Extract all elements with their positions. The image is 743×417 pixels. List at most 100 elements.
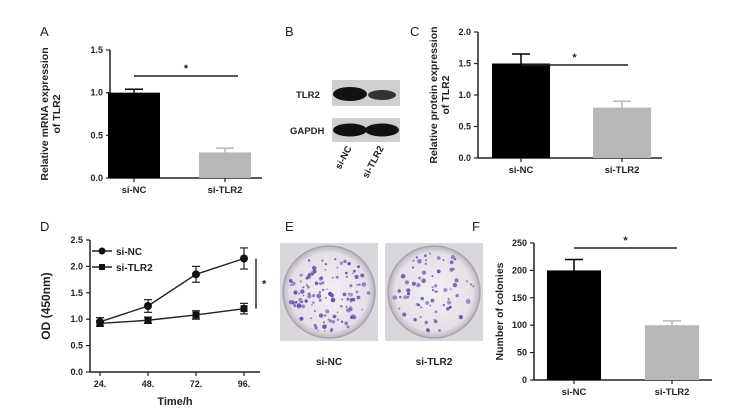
- category-label: si-NC: [122, 185, 147, 196]
- y-tick-label: 0.5: [70, 341, 83, 351]
- bar-si-NC: [108, 92, 160, 178]
- colony-dot: [313, 323, 317, 327]
- colony-dot: [419, 316, 422, 319]
- colony-dot: [324, 330, 326, 332]
- legend-marker: [98, 247, 106, 255]
- colony-dot: [424, 262, 427, 265]
- y-tick-label: 0.0: [90, 173, 103, 183]
- colony-dot: [341, 298, 344, 301]
- colony-dot: [350, 298, 353, 301]
- colony-dot: [415, 302, 419, 307]
- colony-dot: [406, 288, 411, 293]
- colony-dot: [343, 259, 347, 263]
- x-tick-label: 72.: [190, 379, 203, 389]
- y-tick-label: 1.0: [90, 88, 103, 98]
- data-point-si-NC: [144, 302, 152, 310]
- colony-dot: [429, 304, 432, 307]
- colony-dot: [330, 329, 333, 333]
- x-tick-label: 96.: [238, 379, 251, 389]
- chart-d-od-growth-curve: 0.0 0.5 1.0 1.5 2.0 2.5 24. 48. 72. 96. si-NC si-TL…: [39, 235, 267, 408]
- colony-dot: [321, 259, 324, 262]
- colony-dot: [351, 272, 354, 275]
- colony-dot: [430, 298, 435, 303]
- dish-label-si-nc: si-NC: [316, 357, 342, 368]
- colony-dot: [289, 279, 293, 283]
- colony-dot: [331, 297, 334, 300]
- x-axis-label: Time/h: [157, 396, 193, 408]
- colony-dot: [316, 293, 322, 299]
- colony-dot: [327, 318, 330, 321]
- colony-dot: [299, 316, 304, 321]
- colony-dot: [301, 304, 305, 309]
- colony-dot: [300, 301, 303, 304]
- western-blot: TLR2 GAPDH si-NC si-TLR2: [290, 80, 400, 180]
- colony-dot: [455, 293, 459, 298]
- dish-label-si-tlr2: si-TLR2: [416, 357, 453, 368]
- colony-dot: [399, 296, 402, 299]
- y-tick-label: 1.0: [458, 90, 471, 100]
- colony-dot: [335, 275, 339, 279]
- y-tick-label: 50: [517, 348, 527, 358]
- colony-dot: [324, 268, 327, 271]
- category-label: si-TLR2: [208, 185, 243, 196]
- colony-dot: [302, 286, 305, 289]
- colony-dot: [314, 281, 319, 286]
- colony-dot: [431, 286, 434, 289]
- data-point-si-TLR2: [240, 305, 248, 313]
- bar-si-TLR2: [199, 152, 251, 178]
- colony-dot: [293, 290, 298, 295]
- blot-lane-si-nc: si-NC: [333, 144, 354, 171]
- y-tick-label: 0.5: [90, 130, 103, 140]
- legend-label: si-TLR2: [116, 263, 153, 274]
- colony-dot: [355, 290, 359, 294]
- colony-dot: [304, 299, 308, 303]
- colony-dot: [318, 291, 322, 294]
- colony-dot: [406, 295, 410, 299]
- colony-dot: [429, 252, 431, 255]
- colony-dot: [406, 292, 411, 296]
- colony-dot: [355, 283, 358, 286]
- colony-dot: [417, 259, 422, 264]
- data-point-si-NC: [192, 270, 200, 279]
- colony-dot: [434, 310, 438, 314]
- colony-dot: [398, 307, 401, 310]
- colony-dot: [412, 259, 415, 262]
- colony-dot: [353, 269, 356, 273]
- blot-lane-si-tlr2: si-TLR2: [361, 144, 387, 180]
- colony-dot: [458, 315, 463, 320]
- colony-dot: [299, 273, 303, 277]
- significance-star: *: [184, 63, 189, 75]
- colony-dot: [298, 292, 301, 295]
- blot-label-tlr2: TLR2: [296, 90, 320, 101]
- colony-dot: [424, 320, 428, 325]
- colony-dot: [422, 280, 424, 283]
- colony-dot: [466, 280, 469, 283]
- colony-dot: [342, 292, 347, 297]
- colony-dot: [436, 256, 441, 260]
- colony-dot: [443, 287, 448, 293]
- y-tick-label: 250: [512, 238, 527, 248]
- series-line-si-NC: [99, 257, 245, 323]
- y-tick-label: 1.5: [70, 288, 83, 298]
- category-label: si-NC: [562, 387, 587, 398]
- colony-dot: [312, 294, 316, 298]
- colony-dot: [307, 294, 312, 299]
- colony-dot: [318, 313, 324, 318]
- panel-letter-c: C: [410, 24, 419, 39]
- colony-dot: [450, 255, 455, 260]
- colony-dot: [318, 276, 323, 281]
- colony-dot: [336, 266, 339, 269]
- colony-dot: [331, 276, 334, 279]
- colony-dot: [360, 273, 365, 278]
- colony-dot: [298, 297, 303, 303]
- colony-dot: [288, 300, 294, 305]
- colony-dot: [296, 304, 301, 309]
- colony-dot: [334, 258, 337, 261]
- colony-dot: [403, 295, 408, 300]
- colony-dot: [433, 319, 438, 324]
- colonies-si-tlr2: [392, 252, 475, 333]
- y-tick-label: 150: [512, 293, 527, 303]
- y-tick-label: 100: [512, 320, 527, 330]
